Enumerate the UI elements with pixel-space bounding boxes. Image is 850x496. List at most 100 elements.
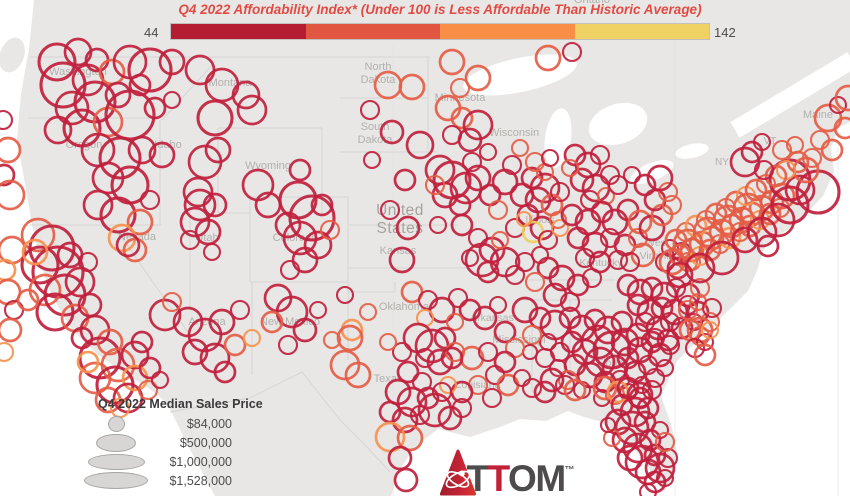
metro-bubble[interactable] [636, 396, 660, 420]
metro-bubble[interactable] [622, 165, 642, 185]
metro-bubble[interactable] [589, 144, 611, 166]
metro-bubble[interactable] [393, 467, 419, 493]
metro-bubble[interactable] [202, 192, 228, 218]
metro-bubble[interactable] [560, 203, 584, 227]
metro-bubble[interactable] [610, 310, 634, 334]
metro-bubble[interactable] [35, 292, 75, 332]
metro-bubble[interactable] [684, 214, 708, 238]
metro-bubble[interactable] [104, 81, 132, 109]
metro-bubble[interactable] [396, 360, 420, 384]
metro-bubble[interactable] [534, 347, 556, 369]
metro-bubble[interactable] [450, 106, 474, 130]
metro-bubble[interactable] [801, 147, 823, 169]
metro-bubble[interactable] [213, 360, 237, 384]
metro-bubble[interactable] [344, 361, 372, 389]
metro-bubble[interactable] [450, 213, 474, 237]
metro-bubble[interactable] [196, 99, 234, 137]
metro-bubble[interactable] [128, 73, 152, 97]
metro-bubble[interactable] [493, 350, 517, 374]
metro-bubble[interactable] [657, 447, 679, 469]
metro-bubble[interactable] [704, 240, 740, 276]
metro-bubble[interactable] [493, 320, 517, 344]
metro-bubble[interactable] [204, 136, 232, 164]
metro-bubble[interactable] [336, 324, 364, 352]
metro-bubble[interactable] [512, 368, 532, 388]
metro-bubble[interactable] [770, 185, 810, 225]
metro-bubble[interactable] [560, 158, 580, 178]
metro-bubble[interactable] [396, 424, 424, 452]
metro-bubble[interactable] [616, 444, 644, 472]
metro-bubble[interactable] [689, 277, 711, 299]
metro-bubble[interactable] [607, 174, 629, 196]
metro-bubble[interactable] [533, 380, 557, 404]
metro-bubble[interactable] [43, 115, 73, 145]
metro-bubble[interactable] [139, 189, 161, 211]
metro-bubble[interactable] [457, 127, 483, 153]
metro-bubble[interactable] [549, 181, 571, 203]
metro-bubble[interactable] [127, 135, 157, 165]
metro-bubble[interactable] [451, 397, 473, 419]
metro-bubble[interactable] [433, 326, 457, 350]
metro-bubble[interactable] [560, 330, 584, 354]
metro-bubble[interactable] [614, 410, 650, 446]
metro-bubble[interactable] [539, 367, 565, 393]
metro-bubble[interactable] [0, 136, 22, 164]
metro-bubble[interactable] [510, 138, 530, 158]
metro-bubble[interactable] [424, 174, 446, 196]
metro-bubble[interactable] [288, 158, 312, 182]
metro-bubble[interactable] [693, 343, 717, 367]
metro-bubble[interactable] [431, 381, 453, 403]
metro-bubble[interactable] [524, 271, 546, 293]
metro-bubble[interactable] [393, 168, 417, 192]
metro-bubble[interactable] [405, 130, 435, 160]
metro-bubble[interactable] [472, 305, 498, 331]
metro-bubble[interactable] [308, 300, 328, 320]
metro-bubble[interactable] [77, 251, 99, 273]
metro-bubble[interactable] [626, 381, 654, 409]
metro-bubble[interactable] [335, 285, 355, 305]
metro-bubble[interactable] [657, 181, 679, 203]
metro-bubble[interactable] [458, 298, 482, 322]
metro-bubble[interactable] [592, 375, 618, 401]
metro-bubble[interactable] [633, 173, 657, 197]
metro-bubble[interactable] [447, 287, 469, 309]
metro-bubble[interactable] [161, 291, 183, 313]
metro-bubble[interactable] [607, 249, 629, 271]
metro-bubble[interactable] [231, 80, 261, 110]
metro-bubble[interactable] [158, 48, 186, 76]
metro-bubble[interactable] [464, 164, 492, 192]
metro-bubble[interactable] [143, 96, 167, 120]
metro-bubble[interactable] [362, 150, 382, 170]
metro-bubble[interactable] [655, 358, 675, 378]
metro-bubble[interactable] [540, 148, 560, 168]
metro-bubble[interactable] [521, 377, 543, 399]
metro-bubble[interactable] [752, 132, 772, 152]
metro-bubble[interactable] [236, 94, 268, 126]
metro-bubble[interactable] [514, 251, 536, 273]
metro-bubble[interactable] [744, 178, 768, 202]
metro-bubble[interactable] [644, 327, 666, 349]
metro-bubble[interactable] [379, 119, 405, 145]
metro-bubble[interactable] [148, 298, 182, 332]
metro-bubble[interactable] [756, 234, 780, 258]
metro-bubble[interactable] [428, 296, 456, 324]
metro-bubble[interactable] [828, 95, 848, 115]
metro-bubble[interactable] [78, 361, 112, 395]
metro-bubble[interactable] [634, 311, 656, 333]
metro-bubble[interactable] [764, 164, 788, 188]
metro-bubble[interactable] [76, 350, 100, 374]
metro-bubble[interactable] [150, 370, 170, 390]
metro-bubble[interactable] [99, 196, 137, 234]
metro-bubble[interactable] [820, 138, 844, 162]
metro-bubble[interactable] [464, 242, 500, 278]
metro-bubble[interactable] [732, 192, 764, 224]
metro-bubble[interactable] [833, 116, 850, 140]
metro-bubble[interactable] [0, 163, 16, 187]
metro-bubble[interactable] [416, 386, 440, 410]
metro-bubble[interactable] [98, 136, 142, 180]
metro-bubble[interactable] [391, 341, 413, 363]
metro-bubble[interactable] [515, 210, 533, 228]
metro-bubble[interactable] [504, 264, 526, 286]
metro-bubble[interactable] [398, 73, 426, 101]
